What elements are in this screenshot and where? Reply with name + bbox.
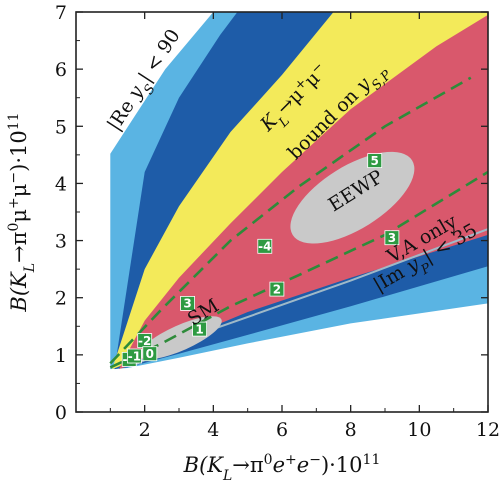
- y-tick-label: 6: [55, 59, 67, 81]
- y-tick-label: 2: [55, 288, 67, 310]
- dashed-line-upper: [109, 76, 472, 365]
- y-axis-title: B(KL→π0μ+μ−)·1011: [6, 112, 38, 312]
- marker-square: [367, 153, 383, 169]
- x-tick-label: 10: [407, 419, 431, 441]
- x-tick-label: 4: [207, 419, 219, 441]
- marker-point: -1: [127, 348, 142, 364]
- ellipse-eewp: [290, 151, 415, 244]
- marker-label: -4: [258, 240, 271, 254]
- marker-point: 1: [192, 321, 208, 337]
- x-tick-label: 2: [139, 419, 151, 441]
- y-tick-label: 0: [55, 402, 67, 424]
- marker-point: 0: [142, 346, 158, 362]
- x-axis-title: B(KL→π0e+e−)·1011: [183, 452, 381, 483]
- marker-point: -2: [137, 333, 153, 349]
- marker-square: [269, 281, 285, 297]
- marker-label: -2: [138, 334, 151, 348]
- marker-label: 3: [183, 297, 191, 311]
- marker-point: -4: [257, 238, 273, 254]
- x-tick-label: 6: [276, 419, 288, 441]
- marker-square: [180, 295, 196, 311]
- marker-square: [257, 238, 273, 254]
- x-tick-label: 8: [345, 419, 357, 441]
- marker-point: 2: [269, 281, 285, 297]
- marker-point: 3: [180, 295, 196, 311]
- y-tick-label: 3: [55, 231, 67, 253]
- marker-point: 5: [367, 153, 383, 169]
- y-tick-label: 7: [55, 2, 67, 24]
- marker-label: -1: [128, 349, 141, 363]
- y-tick-label: 1: [55, 345, 67, 367]
- y-tick-label: 5: [55, 116, 67, 138]
- marker-label: 3: [388, 231, 396, 245]
- region-pink: [118, 14, 488, 370]
- marker-point: 3: [384, 230, 400, 246]
- marker-square: [127, 348, 142, 364]
- marker-label: 2: [273, 282, 281, 296]
- y-tick-label: 4: [55, 173, 67, 195]
- marker-square: [142, 346, 158, 362]
- marker-label: 0: [146, 347, 154, 361]
- marker-label: 5: [371, 154, 379, 168]
- x-tick-label: 12: [476, 419, 500, 441]
- regions-layer: [110, 12, 488, 370]
- marker-label: 1: [195, 322, 203, 336]
- marker-square: [384, 230, 400, 246]
- marker-square: [192, 321, 208, 337]
